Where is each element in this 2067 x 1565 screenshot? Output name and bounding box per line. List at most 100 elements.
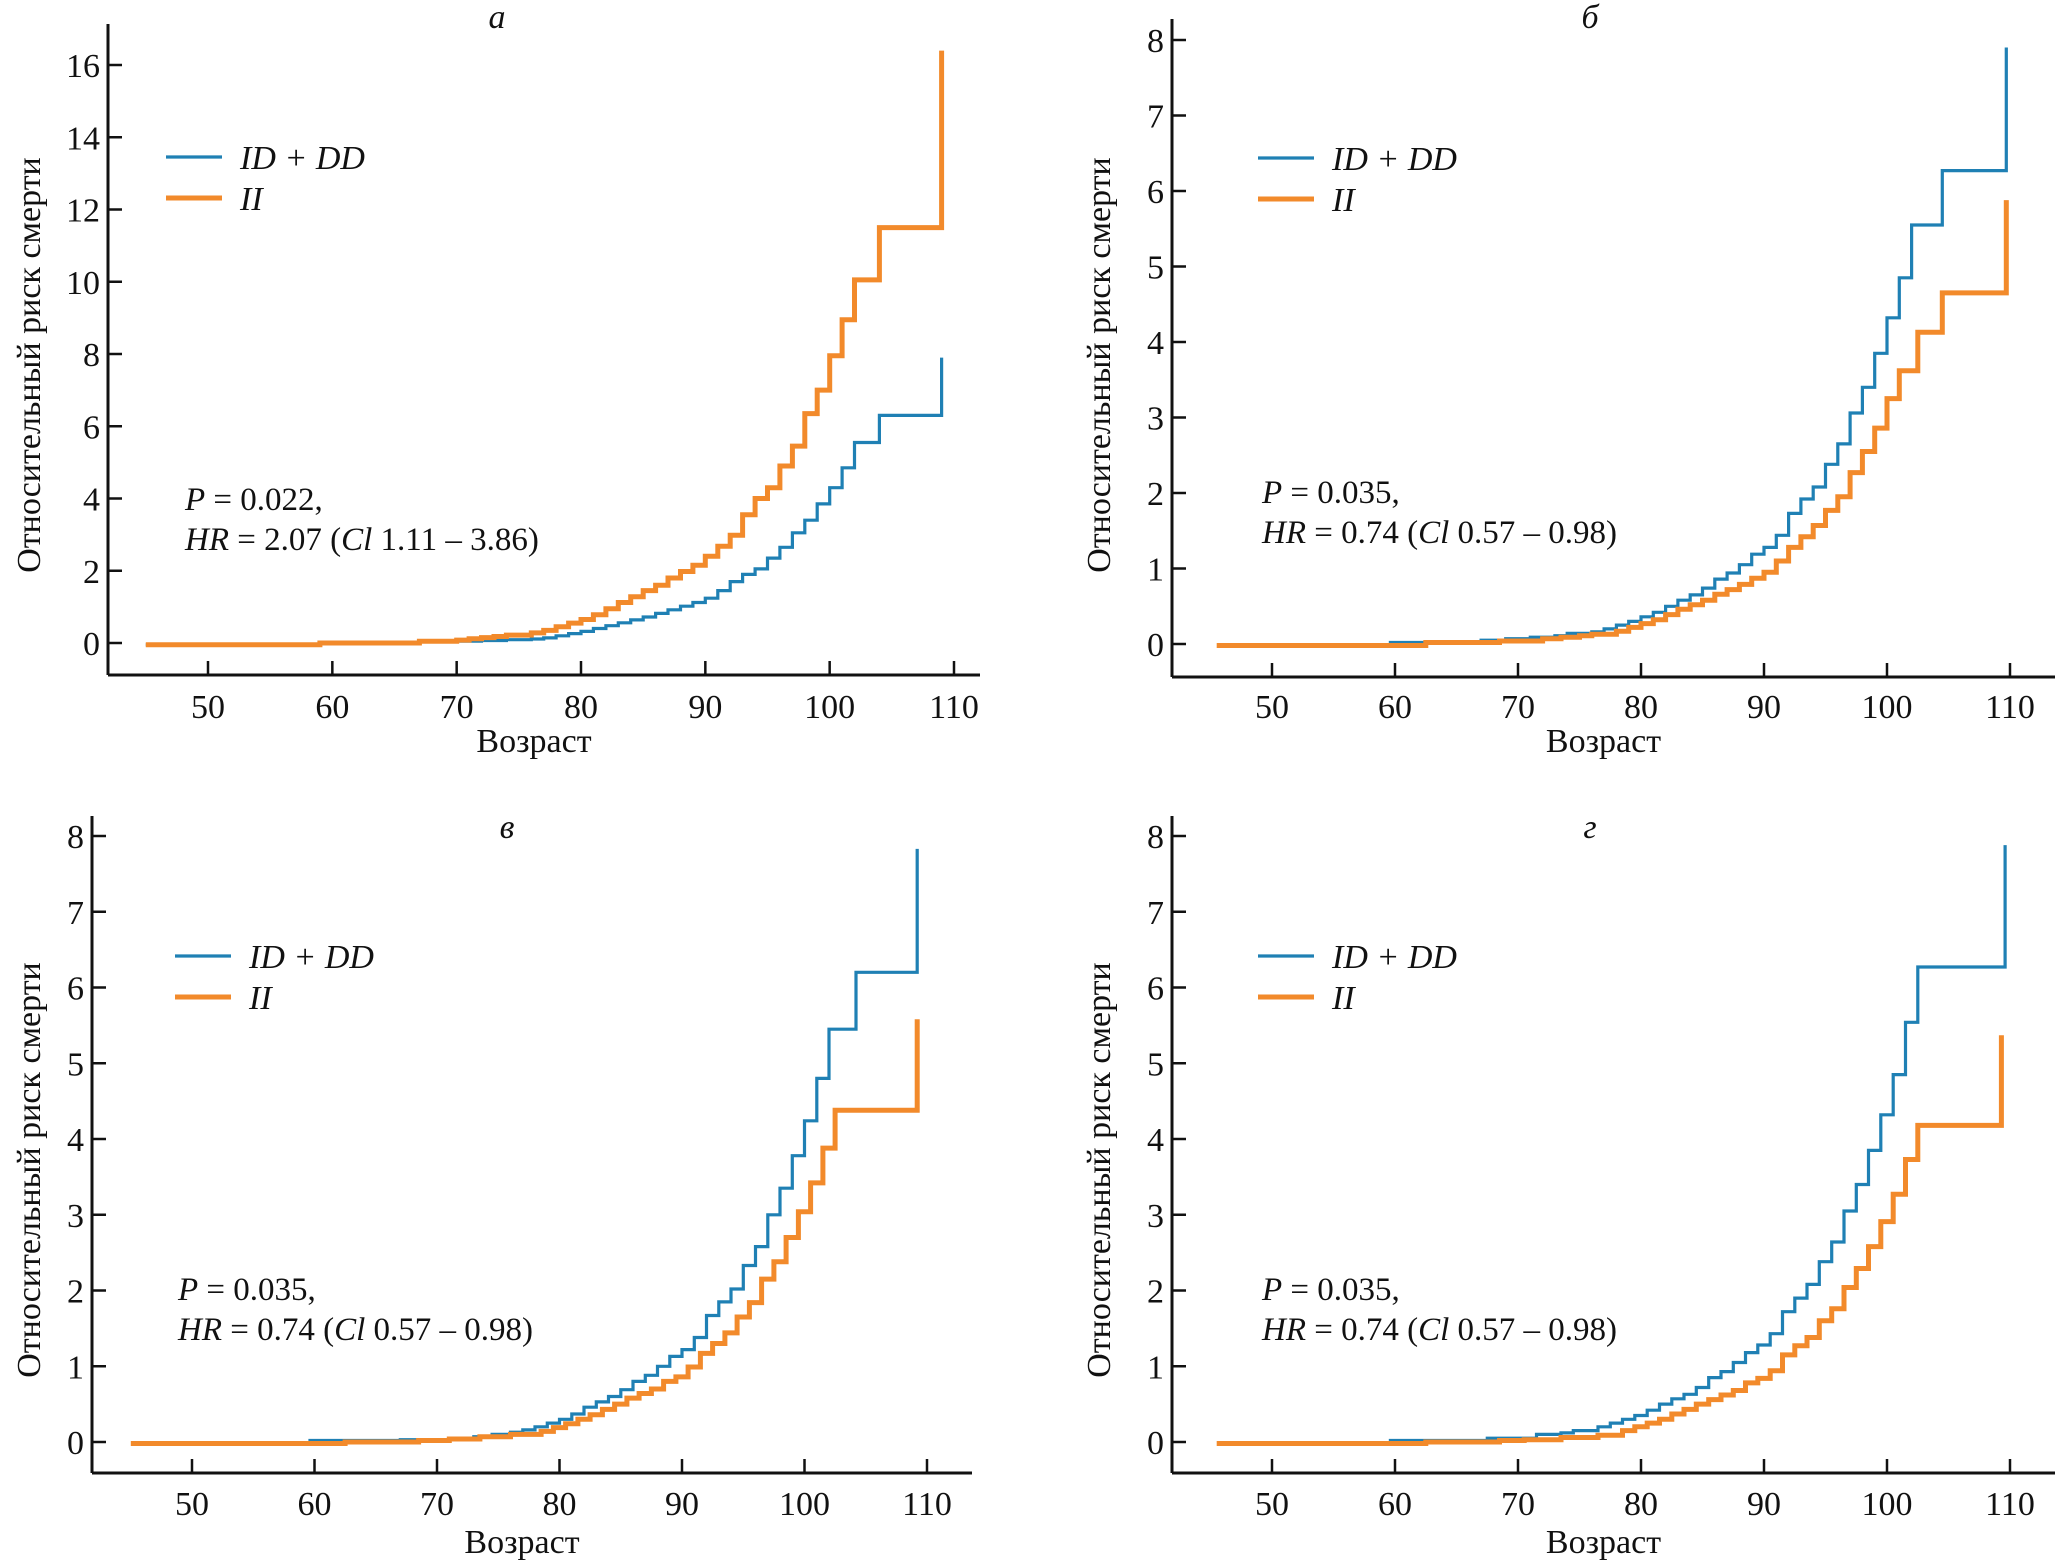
x-tick-label: 50 [191,689,225,726]
legend-label-id-dd: ID + DD [239,140,365,177]
p-label: P [184,482,205,518]
series-id-dd-step-line [1388,47,2008,645]
ci-value: 0.57 – 0.98) [1449,1312,1617,1348]
x-axis-label: Возраст [1546,1524,1661,1561]
x-tick-label: 70 [440,689,474,726]
hr-label: HR [177,1312,222,1348]
panel-title: б [1581,0,1600,36]
p-value: = 0.035, [1282,1272,1400,1308]
x-tick-label: 60 [315,689,349,726]
y-tick-label: 10 [66,265,100,302]
panel-title: в [500,809,515,846]
panel-title: а [489,0,506,36]
x-tick-label: 110 [929,689,979,726]
legend-label-ii: II [1331,980,1356,1017]
x-tick-label: 70 [1501,1486,1535,1523]
y-tick-label: 1 [67,1349,84,1386]
y-tick-label: 0 [1147,1425,1164,1462]
y-tick-label: 6 [83,409,100,446]
series-ii-step-line [1216,1035,2004,1446]
y-tick-label: 8 [83,337,100,374]
y-tick-label: 0 [67,1425,84,1462]
y-tick-label: 8 [1147,819,1164,856]
y-tick-label: 3 [67,1198,84,1235]
series-ii-step-line [145,50,945,648]
x-tick-label: 90 [1747,1486,1781,1523]
y-tick-label: 7 [67,895,84,932]
x-tick-label: 110 [1985,1486,2035,1523]
x-tick-label: 60 [1378,689,1412,726]
legend: ID + DD II [175,939,374,1017]
x-tick-label: 70 [1501,689,1535,726]
ci-value: 0.57 – 0.98) [1449,515,1617,551]
series-ii-step-line [130,1019,920,1446]
y-axis-label: Относительный риск смерти [1081,962,1118,1378]
y-tick-label: 2 [83,554,100,591]
x-tick-label: 110 [902,1486,952,1523]
y-tick-label: 5 [67,1046,84,1083]
y-tick-label: 2 [1147,476,1164,513]
y-tick-label: 14 [66,120,100,157]
x-tick-label: 50 [175,1486,209,1523]
x-tick-label: 50 [1255,689,1289,726]
y-tick-label: 6 [67,971,84,1008]
hazard-ratio-annotation: HR = 2.07 (Cl 1.11 – 3.86) [184,522,539,558]
p-value: = 0.035, [198,1272,316,1308]
p-value: = 0.035, [1282,475,1400,511]
x-tick-label: 80 [543,1486,577,1523]
y-tick-label: 4 [1147,1122,1164,1159]
y-tick-label: 16 [66,48,100,85]
panel-2: 0 1 2 3 4 5 6 7 8 50 60 70 80 90 100 110 б Возраст Относит… [1081,0,2055,760]
panel-title: г [1583,809,1596,846]
series-id-dd-step-line [308,848,919,1443]
hazard-ratio-annotation: HR = 0.74 (Cl 0.57 – 0.98) [177,1312,533,1348]
x-axis-label: Возраст [476,723,591,760]
p-value: = 0.022, [205,482,323,518]
x-tick-label: 50 [1255,1486,1289,1523]
hr-value: = 0.74 ( [1306,515,1418,551]
y-tick-label: 3 [1147,401,1164,438]
p-label: P [177,1272,198,1308]
y-tick-label: 1 [1147,1349,1164,1386]
legend: ID + DD II [1258,939,1457,1017]
x-tick-label: 80 [1624,689,1658,726]
y-tick-label: 4 [1147,325,1164,362]
legend-label-id-dd: ID + DD [1331,141,1457,178]
p-value-annotation: P = 0.022, [184,482,323,518]
y-tick-label: 7 [1147,99,1164,136]
legend-label-ii: II [239,181,264,218]
p-value-annotation: P = 0.035, [1261,1272,1400,1308]
x-tick-label: 100 [1862,689,1913,726]
y-tick-label: 7 [1147,895,1164,932]
y-axis-label: Относительный риск смерти [11,962,48,1378]
series-id-dd-step-line [1388,845,2007,1443]
y-tick-label: 6 [1147,971,1164,1008]
x-tick-label: 100 [804,689,855,726]
hr-value: = 0.74 ( [1306,1312,1418,1348]
y-tick-label: 4 [83,482,100,519]
hr-label: HR [1261,1312,1306,1348]
x-tick-label: 110 [1985,689,2035,726]
y-tick-label: 8 [67,819,84,856]
panel-3: 0 1 2 3 4 5 6 7 8 50 60 70 80 90 100 110 в Возраст Относит… [11,809,972,1561]
hr-value: = 0.74 ( [222,1312,334,1348]
x-tick-label: 70 [420,1486,454,1523]
legend: ID + DD II [1258,141,1457,219]
x-tick-label: 60 [298,1486,332,1523]
y-axis-label: Относительный риск смерти [1081,157,1118,573]
ci-label: Cl [341,522,372,558]
y-tick-label: 6 [1147,174,1164,211]
ci-label: Cl [334,1312,365,1348]
legend-label-ii: II [248,980,273,1017]
x-axis-label: Возраст [1546,723,1661,760]
y-tick-label: 0 [1147,627,1164,664]
p-value-annotation: P = 0.035, [177,1272,316,1308]
x-tick-label: 100 [1862,1486,1913,1523]
y-tick-label: 5 [1147,250,1164,287]
x-tick-label: 60 [1378,1486,1412,1523]
x-tick-label: 80 [1624,1486,1658,1523]
hr-label: HR [184,522,229,558]
ci-value: 1.11 – 3.86) [372,522,539,558]
x-tick-label: 90 [1747,689,1781,726]
